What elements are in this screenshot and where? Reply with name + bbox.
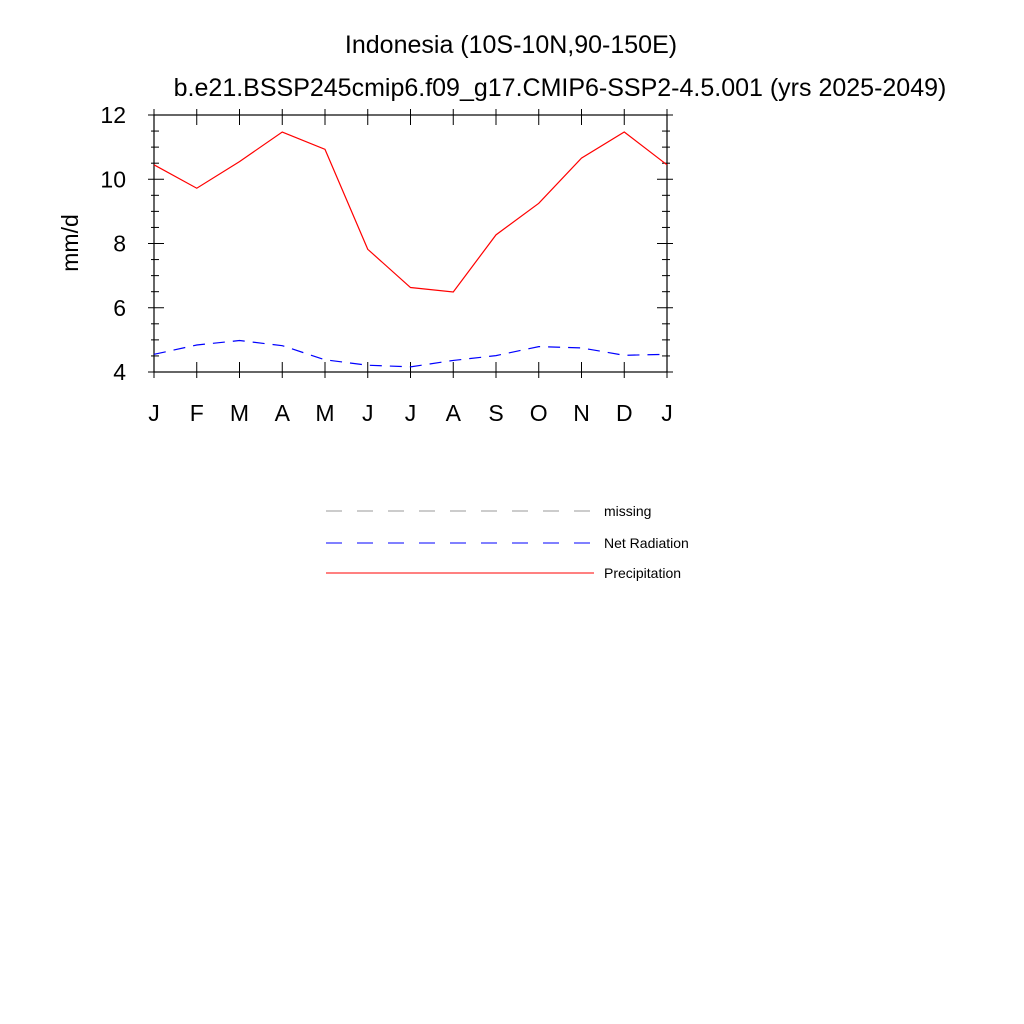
- x-tick-label: F: [190, 400, 204, 426]
- y-tick-label: 12: [100, 102, 126, 128]
- x-tick-label: J: [405, 400, 417, 426]
- x-tick-label: M: [230, 400, 249, 426]
- chart-subtitle: b.e21.BSSP245cmip6.f09_g17.CMIP6-SSP2-4.…: [174, 74, 947, 102]
- legend: missing Net Radiation Precipitation: [326, 503, 689, 581]
- legend-label-net-radiation: Net Radiation: [604, 535, 689, 551]
- x-tick-label: J: [661, 400, 673, 426]
- x-tick-label: J: [362, 400, 374, 426]
- plot-area-frame: [153, 114, 668, 373]
- y-tick-label: 10: [100, 166, 126, 192]
- y-tick-label: 6: [113, 295, 126, 321]
- y-axis-ticks: [148, 114, 673, 373]
- y-axis-tick-labels: 4 6 8 10 12: [100, 102, 126, 385]
- x-tick-label: A: [275, 400, 291, 426]
- chart-title: Indonesia (10S-10N,90-150E): [345, 31, 677, 59]
- legend-label-precipitation: Precipitation: [604, 565, 681, 581]
- y-tick-label: 4: [113, 359, 126, 385]
- series-lines: [153, 131, 668, 368]
- x-tick-label: D: [616, 400, 633, 426]
- x-tick-label: N: [573, 400, 590, 426]
- x-tick-label: S: [488, 400, 503, 426]
- x-tick-label: A: [446, 400, 462, 426]
- legend-label-missing: missing: [604, 503, 651, 519]
- net-radiation-line: [153, 339, 668, 368]
- x-tick-label: J: [148, 400, 160, 426]
- x-tick-label: M: [315, 400, 334, 426]
- precipitation-line: [153, 131, 668, 293]
- y-tick-label: 8: [113, 231, 126, 257]
- x-axis-ticks: [153, 109, 668, 378]
- y-axis-label: mm/d: [57, 214, 83, 272]
- x-tick-label: O: [530, 400, 548, 426]
